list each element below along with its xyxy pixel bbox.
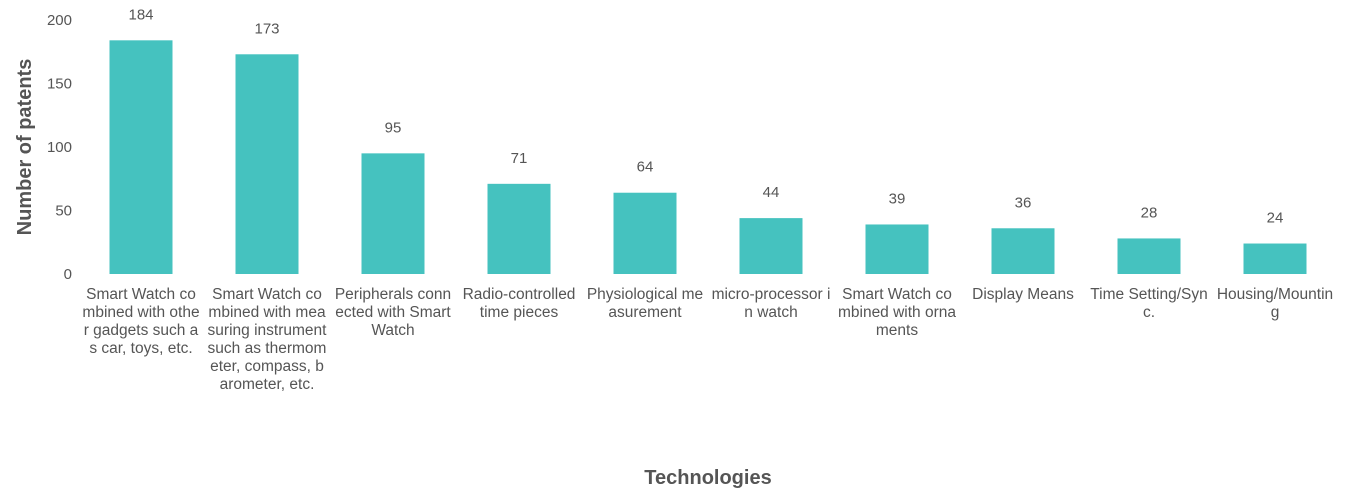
data-label: 64 xyxy=(637,159,654,176)
x-tick-label: Physiological measurement xyxy=(586,286,704,321)
data-labels: 184 173 95 71 64 44 39 36 28 24 xyxy=(128,6,1283,226)
x-tick-label: Smart Watch combined with ornaments xyxy=(837,286,957,339)
bar xyxy=(991,228,1055,274)
bar xyxy=(361,153,425,274)
y-axis-label: Number of patents xyxy=(14,59,36,236)
y-tick-label: 150 xyxy=(47,76,72,93)
data-label: 39 xyxy=(889,190,906,207)
bar xyxy=(1117,238,1181,274)
data-label: 24 xyxy=(1267,210,1284,227)
data-label: 28 xyxy=(1141,204,1158,221)
y-tick-label: 200 xyxy=(47,12,72,29)
x-tick-label: Smart Watch combined with measuring inst… xyxy=(207,286,327,393)
x-axis-label: Technologies xyxy=(644,467,771,489)
y-axis: 0 50 100 150 200 xyxy=(47,12,72,283)
bar xyxy=(109,40,173,274)
data-label: 44 xyxy=(763,184,780,201)
x-tick-label: Peripherals connected with Smart Watch xyxy=(334,286,452,339)
x-tick-label: Radio-controlled time pieces xyxy=(462,286,576,321)
x-tick-label: Time Setting/Sync. xyxy=(1090,286,1208,321)
bar xyxy=(487,183,551,274)
y-tick-label: 100 xyxy=(47,139,72,156)
y-tick-label: 50 xyxy=(55,203,72,220)
data-label: 184 xyxy=(128,6,153,23)
y-tick-label: 0 xyxy=(64,266,72,283)
bar xyxy=(739,218,803,274)
x-tick-label: Housing/Mounting xyxy=(1216,286,1334,321)
x-tick-label: Display Means xyxy=(972,286,1074,303)
bar xyxy=(235,54,299,274)
bars xyxy=(109,40,1307,274)
data-label: 36 xyxy=(1015,194,1032,211)
x-tick-label: Smart Watch combined with other gadgets … xyxy=(82,286,200,357)
data-label: 95 xyxy=(385,119,402,136)
bar xyxy=(1243,243,1307,274)
data-label: 173 xyxy=(254,20,279,37)
data-label: 71 xyxy=(511,150,528,167)
bar xyxy=(613,192,677,274)
bar xyxy=(865,224,929,274)
x-tick-label: micro-processor in watch xyxy=(711,286,831,321)
